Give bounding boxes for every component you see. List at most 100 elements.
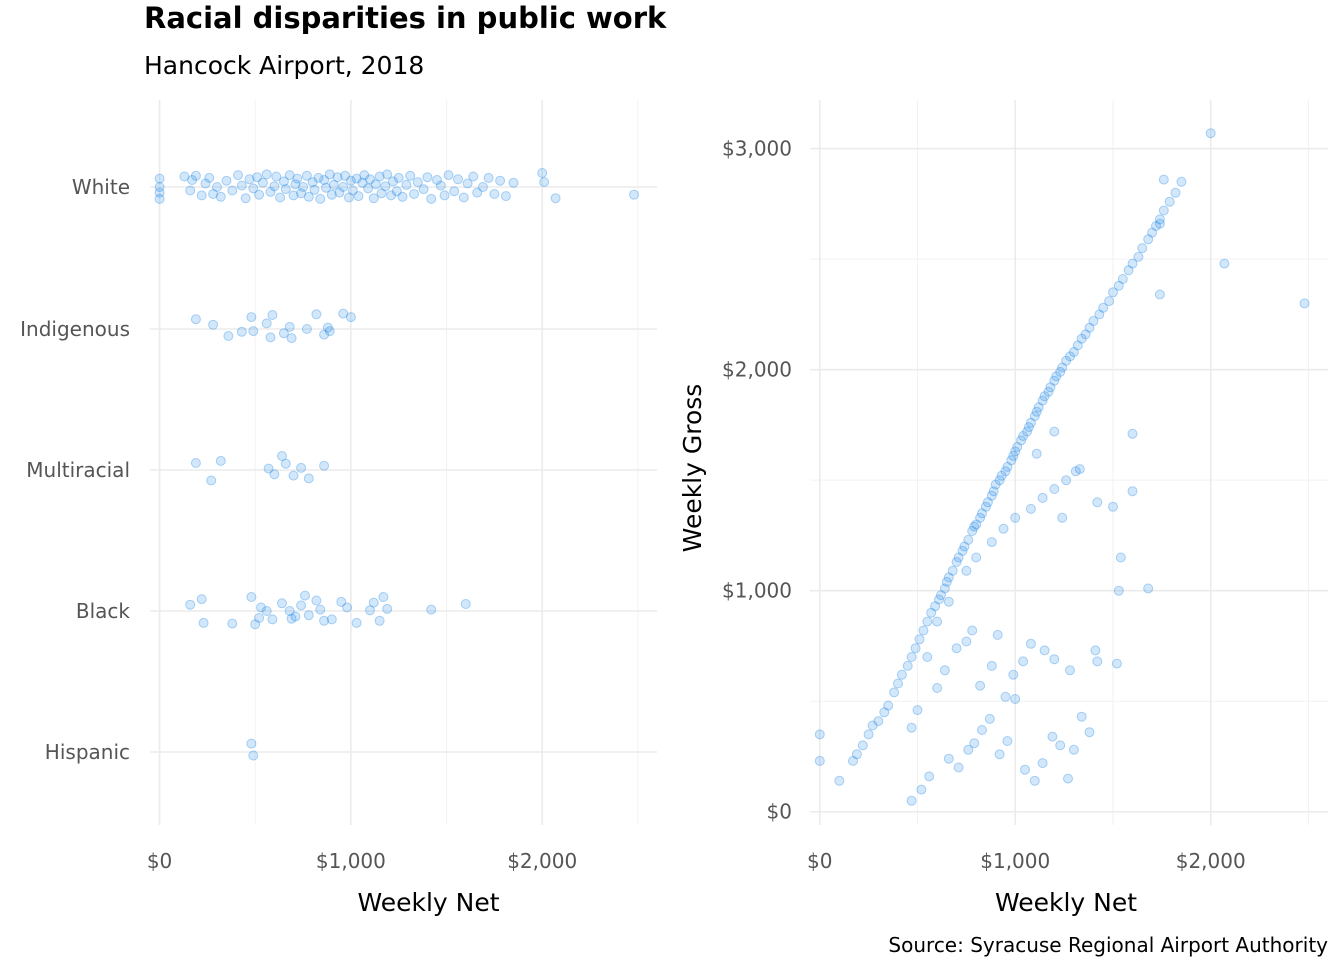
data-point — [896, 669, 907, 680]
data-point — [1108, 501, 1118, 512]
x-tick-label: $2,000 — [1176, 849, 1246, 873]
data-point — [1111, 658, 1122, 669]
data-point-black — [300, 590, 310, 601]
data-point — [1020, 764, 1030, 775]
data-point — [996, 470, 1007, 481]
data-point-black — [303, 610, 314, 621]
x-tick-label: $1,000 — [980, 849, 1050, 873]
data-point — [1074, 464, 1085, 475]
data-point-white — [412, 177, 423, 188]
data-point-white — [257, 177, 268, 188]
data-point — [1154, 218, 1165, 229]
data-point — [1104, 296, 1115, 307]
data-point — [959, 541, 970, 552]
data-point-white — [344, 192, 354, 203]
data-point — [951, 643, 962, 654]
data-point-black — [426, 604, 437, 615]
data-point — [967, 625, 978, 636]
data-point — [941, 576, 952, 587]
data-point — [986, 660, 997, 671]
data-point-white — [284, 170, 295, 181]
data-point-white — [353, 191, 364, 202]
data-point-white — [261, 169, 272, 180]
data-point-white — [550, 193, 561, 204]
data-point — [834, 775, 845, 786]
data-point — [994, 749, 1005, 760]
x-axis-title: Weekly Net — [995, 888, 1137, 917]
data-point-white — [301, 170, 312, 181]
data-point-white — [537, 168, 548, 178]
data-point — [893, 678, 903, 689]
data-point — [1068, 744, 1079, 755]
data-point-white — [204, 172, 215, 183]
data-point — [879, 707, 890, 718]
data-point — [1092, 497, 1103, 508]
data-point — [988, 486, 999, 497]
data-point-white — [332, 172, 343, 183]
data-point — [1051, 371, 1062, 382]
data-point-indigenous — [236, 326, 247, 337]
data-point-white — [278, 176, 289, 187]
data-point-white — [380, 181, 391, 192]
data-point-white — [489, 189, 500, 199]
data-point-black — [296, 600, 307, 611]
data-point-black — [311, 595, 322, 606]
data-point-white — [248, 183, 259, 194]
data-point — [1037, 395, 1048, 406]
data-point — [1057, 362, 1068, 373]
data-point — [1133, 251, 1144, 262]
data-point-white — [324, 169, 335, 180]
data-point — [943, 572, 954, 583]
data-point-indigenous — [284, 321, 295, 332]
data-point — [926, 607, 937, 618]
data-point — [916, 784, 927, 795]
data-point-black — [378, 592, 389, 602]
data-point-white — [185, 185, 196, 196]
data-point — [961, 565, 972, 576]
data-point-white — [391, 186, 402, 197]
data-point — [883, 700, 894, 711]
data-point-white — [280, 184, 291, 195]
data-point — [906, 795, 917, 806]
data-point-white — [328, 179, 339, 190]
data-point — [934, 594, 944, 605]
data-point-white — [462, 178, 473, 189]
data-point-white — [345, 175, 356, 186]
data-point-white — [351, 173, 362, 184]
y-tick-label: $0 — [767, 800, 792, 824]
data-point-white — [326, 189, 337, 200]
data-point-multiracial — [288, 470, 299, 481]
data-point — [1094, 309, 1105, 320]
data-point-white — [221, 175, 232, 186]
data-point — [1047, 731, 1058, 742]
data-point — [1123, 265, 1134, 276]
data-point-indigenous — [311, 309, 322, 320]
data-point-white — [405, 170, 416, 181]
data-point — [1299, 298, 1310, 309]
data-point-black — [315, 604, 326, 615]
data-point — [1170, 187, 1181, 198]
y-tick-label-white: White — [72, 175, 130, 199]
data-point-white — [439, 190, 450, 201]
data-point — [910, 643, 921, 654]
data-point — [1002, 736, 1013, 746]
data-point-indigenous — [324, 326, 335, 337]
data-point-white — [368, 193, 379, 204]
data-point-white — [196, 190, 207, 201]
data-point — [939, 665, 950, 676]
data-point — [930, 601, 941, 612]
data-point — [967, 526, 978, 536]
data-point-white — [290, 179, 301, 190]
data-point — [932, 616, 943, 627]
data-point — [1127, 428, 1138, 439]
data-point — [1176, 176, 1187, 187]
data-point-black — [284, 606, 295, 616]
data-point — [1108, 287, 1118, 298]
data-point-white — [154, 193, 165, 204]
data-point — [1025, 417, 1036, 428]
data-point — [1072, 340, 1083, 351]
data-point — [1061, 475, 1072, 486]
data-point-white — [190, 170, 201, 181]
x-tick-label: $0 — [147, 849, 172, 873]
data-point-black — [290, 611, 301, 622]
